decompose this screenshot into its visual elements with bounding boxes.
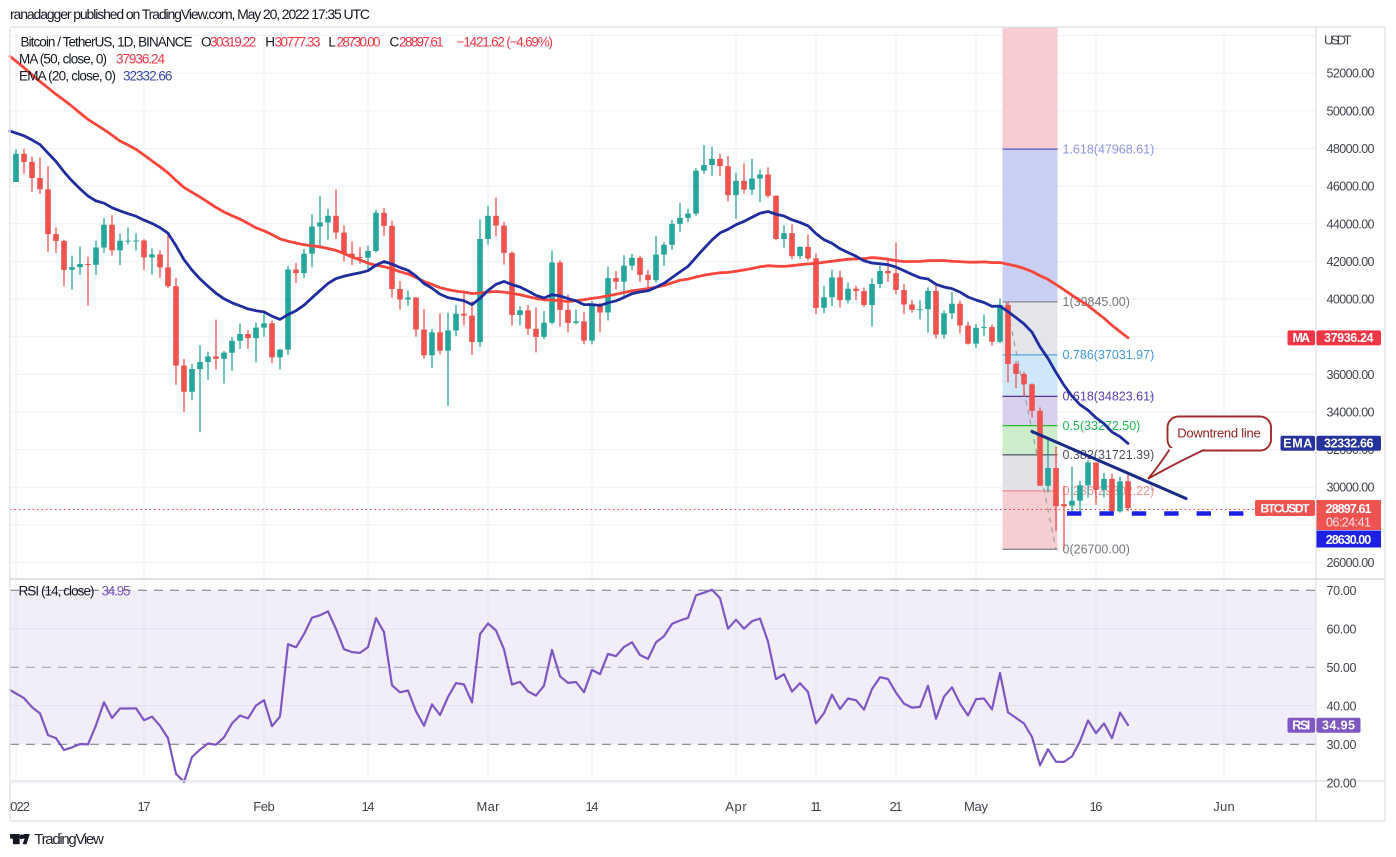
svg-text:O: O (201, 35, 212, 50)
svg-text:34.95: 34.95 (1322, 719, 1355, 733)
svg-text:50.00: 50.00 (1327, 661, 1357, 675)
svg-text:0.236(29802.22): 0.236(29802.22) (1063, 484, 1155, 498)
svg-text:H: H (265, 35, 275, 50)
svg-text:46000.00: 46000.00 (1327, 180, 1375, 194)
svg-text:ranadagger published on Tradin: ranadagger published on TradingView.com,… (10, 6, 370, 22)
svg-text:52000.00: 52000.00 (1327, 67, 1375, 81)
svg-text:50000.00: 50000.00 (1327, 104, 1375, 118)
svg-text:0.5(33272.50): 0.5(33272.50) (1063, 419, 1141, 433)
svg-text:Jun: Jun (1213, 799, 1235, 814)
svg-text:TradingView: TradingView (34, 831, 104, 848)
svg-text:26000.00: 26000.00 (1327, 556, 1375, 570)
svg-text:06:24:41: 06:24:41 (1326, 516, 1371, 530)
svg-text:1.618(47968.61): 1.618(47968.61) (1063, 142, 1155, 156)
svg-text:Downtrend line: Downtrend line (1177, 426, 1261, 441)
svg-text:L: L (328, 35, 336, 50)
svg-text:USDT: USDT (1324, 33, 1352, 48)
svg-text:11: 11 (811, 799, 822, 814)
svg-text:C: C (390, 35, 400, 50)
svg-text:30319.22: 30319.22 (210, 35, 256, 50)
svg-text:21: 21 (890, 799, 903, 814)
svg-text:0.618(34823.61): 0.618(34823.61) (1063, 390, 1155, 404)
svg-text:32332.66: 32332.66 (1324, 437, 1374, 451)
svg-text:BTCUSDT: BTCUSDT (1261, 501, 1311, 515)
svg-text:48000.00: 48000.00 (1327, 142, 1375, 156)
svg-text:30000.00: 30000.00 (1327, 481, 1375, 495)
svg-text:0.786(37031.97): 0.786(37031.97) (1063, 348, 1155, 362)
svg-text:32332.66: 32332.66 (123, 69, 172, 84)
svg-text:2022: 2022 (4, 799, 30, 814)
svg-text:RSI: RSI (1292, 719, 1310, 733)
svg-text:EMA (20, close, 0): EMA (20, close, 0) (19, 69, 116, 84)
svg-text:28897.61: 28897.61 (399, 35, 444, 50)
svg-text:28897.61: 28897.61 (1326, 502, 1372, 516)
svg-text:14: 14 (362, 799, 375, 814)
svg-text:70.00: 70.00 (1327, 584, 1357, 598)
svg-text:34000.00: 34000.00 (1327, 405, 1375, 419)
svg-text:16: 16 (1090, 799, 1103, 814)
svg-text:44000.00: 44000.00 (1327, 217, 1375, 231)
svg-text:30.00: 30.00 (1327, 738, 1357, 752)
svg-text:Apr: Apr (725, 799, 747, 814)
svg-text:14: 14 (586, 799, 599, 814)
svg-text:60.00: 60.00 (1327, 622, 1357, 636)
svg-text:37936.24: 37936.24 (1324, 331, 1374, 345)
svg-text:28630.00: 28630.00 (1326, 533, 1372, 547)
svg-text:28730.00: 28730.00 (337, 35, 381, 50)
svg-text:0(26700.00): 0(26700.00) (1063, 543, 1130, 557)
svg-text:May: May (964, 799, 989, 814)
svg-text:RSI (14, close): RSI (14, close) (19, 584, 95, 599)
svg-text:Mar: Mar (477, 799, 501, 814)
svg-text:34.95: 34.95 (102, 584, 131, 599)
svg-text:42000.00: 42000.00 (1327, 255, 1375, 269)
svg-text:MA (50, close, 0): MA (50, close, 0) (19, 52, 107, 67)
svg-text:40000.00: 40000.00 (1327, 293, 1375, 307)
svg-text:40.00: 40.00 (1327, 699, 1357, 713)
svg-text:17: 17 (138, 799, 151, 814)
svg-text:30777.33: 30777.33 (275, 35, 321, 50)
svg-text:MA: MA (1293, 331, 1311, 345)
svg-text:37936.24: 37936.24 (116, 52, 165, 67)
svg-text:Feb: Feb (253, 799, 275, 814)
svg-text:20.00: 20.00 (1327, 776, 1357, 790)
svg-text:Bitcoin / TetherUS, 1D, BINANC: Bitcoin / TetherUS, 1D, BINANCE (21, 35, 193, 50)
svg-text:0.382(31721.39): 0.382(31721.39) (1063, 448, 1155, 462)
svg-text:−1421.62 (−4.69%): −1421.62 (−4.69%) (457, 35, 553, 50)
svg-text:36000.00: 36000.00 (1327, 368, 1375, 382)
svg-text:EMA: EMA (1283, 437, 1312, 451)
